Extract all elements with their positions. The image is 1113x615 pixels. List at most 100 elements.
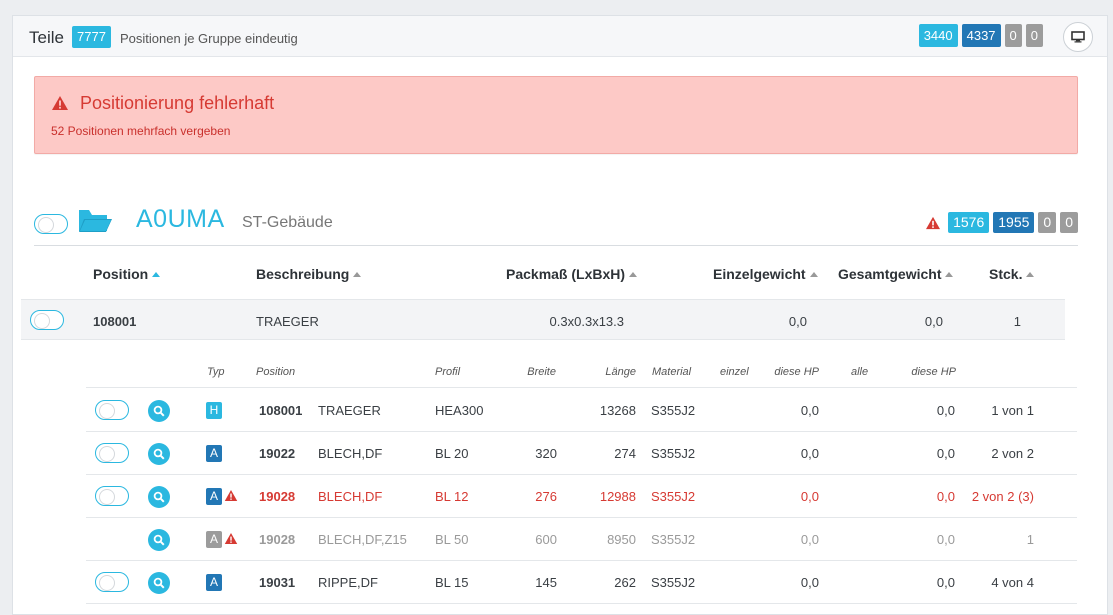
row-toggle[interactable]: [95, 400, 129, 420]
row-einzel: 0,0: [800, 489, 819, 504]
col-header-position[interactable]: Position: [93, 266, 161, 282]
type-badge: A: [206, 574, 222, 591]
summary-row[interactable]: 108001 TRAEGER 0.3x0.3x13.3 0,0 0,0 1: [21, 299, 1065, 340]
sort-icon: [945, 272, 954, 277]
row-laenge: 8950: [607, 532, 636, 547]
panel-subtitle: Positionen je Gruppe eindeutig: [120, 31, 298, 46]
row-material: S355J2: [651, 532, 696, 547]
row-toggle[interactable]: [95, 572, 129, 592]
row-laenge: 13268: [599, 403, 636, 418]
summary-toggle[interactable]: [30, 310, 64, 330]
search-icon: [153, 491, 165, 503]
detail-row[interactable]: H 108001 TRAEGER HEA300 13268 S355J2 0,0 0,0 1 v…: [86, 389, 1077, 432]
row-einzel: 0,0: [800, 532, 819, 547]
subhead-alle: alle: [851, 366, 869, 378]
row-position: 19028: [259, 489, 296, 504]
search-button[interactable]: [148, 486, 170, 508]
row-material: S355J2: [651, 403, 696, 418]
sort-asc-icon: [152, 272, 161, 277]
group-header: A0UMA ST-Gebäude 1576 1955 0 0: [34, 204, 1078, 246]
search-button[interactable]: [148, 400, 170, 422]
warning-icon: [926, 216, 941, 229]
col-header-stck[interactable]: Stck.: [989, 266, 1035, 282]
row-material: S355J2: [651, 446, 696, 461]
row-stck: 1 von 1: [991, 403, 1034, 418]
col-header-packmass[interactable]: Packmaß (LxBxH): [506, 266, 638, 282]
alert-title: Positionierung fehlerhaft: [80, 93, 275, 113]
row-breite: 600: [535, 532, 557, 547]
header-badge-gray-2: 0: [1025, 24, 1043, 47]
group-code[interactable]: A0UMA: [136, 205, 225, 233]
summary-gesamtgewicht: 0,0: [924, 314, 943, 329]
search-icon: [153, 577, 165, 589]
monitor-icon: [1071, 31, 1085, 43]
panel-title: Teile: [29, 28, 64, 47]
sort-icon: [1026, 272, 1035, 277]
subhead-einzel: einzel: [720, 366, 749, 378]
summary-position: 108001: [93, 314, 137, 329]
parts-count-badge: 7777: [72, 26, 111, 48]
col-header-beschreibung-label: Beschreibung: [256, 266, 350, 282]
search-button[interactable]: [148, 572, 170, 594]
header-badges: 3440 4337 0 0: [918, 24, 1043, 47]
alert-text: 52 Positionen mehrfach vergeben: [51, 124, 231, 138]
row-material: S355J2: [651, 489, 696, 504]
row-profil: BL 20: [435, 446, 469, 461]
row-alle: 0,0: [936, 489, 955, 504]
row-position: 19022: [259, 446, 296, 461]
search-button[interactable]: [148, 443, 170, 465]
row-alle: 0,0: [936, 403, 955, 418]
detail-row[interactable]: A 19028 BLECH,DF BL 12 276 12988 S355J2 0,0 0,0 2…: [86, 475, 1077, 518]
row-toggle[interactable]: [95, 443, 129, 463]
group-badge-blue: 1955: [993, 212, 1035, 233]
row-breite: 145: [535, 575, 557, 590]
col-header-einzelgewicht[interactable]: Einzelgewicht: [713, 266, 818, 282]
row-breite: 320: [535, 446, 557, 461]
header-badge-cyan: 3440: [918, 24, 958, 47]
warning-icon: [52, 96, 68, 110]
detail-row[interactable]: A 19031 RIPPE,DF BL 15 145 262 S355J2 0,0 0,0 4 v…: [86, 561, 1077, 604]
search-icon: [153, 405, 165, 417]
summary-stck: 1: [1013, 314, 1021, 329]
row-alle: 0,0: [936, 532, 955, 547]
col-header-packmass-label: Packmaß (LxBxH): [506, 266, 626, 282]
row-name: TRAEGER: [318, 403, 381, 418]
detail-row[interactable]: A 19022 BLECH,DF BL 20 320 274 S355J2 0,0 0,0 2 v…: [86, 432, 1077, 475]
row-breite: 276: [535, 489, 557, 504]
monitor-button[interactable]: [1063, 22, 1093, 52]
row-position: 19031: [259, 575, 296, 590]
error-alert: Positionierung fehlerhaft 52 Positionen …: [34, 76, 1078, 154]
row-material: S355J2: [651, 575, 696, 590]
row-laenge: 274: [614, 446, 636, 461]
warning-icon: [224, 490, 238, 501]
row-name: BLECH,DF,Z15: [318, 532, 407, 547]
subhead-position: Position: [256, 366, 296, 378]
row-name: RIPPE,DF: [318, 575, 378, 590]
group-toggle[interactable]: [34, 214, 68, 234]
type-badge: H: [206, 402, 222, 419]
row-toggle[interactable]: [95, 486, 129, 506]
search-icon: [153, 534, 165, 546]
detail-subheader: [86, 356, 1077, 388]
row-stck: 2 von 2 (3): [971, 489, 1034, 504]
row-profil: BL 12: [435, 489, 469, 504]
row-stck: 2 von 2: [991, 446, 1034, 461]
type-badge: A: [206, 488, 222, 505]
summary-einzelgewicht: 0,0: [788, 314, 807, 329]
row-position: 108001: [259, 403, 303, 418]
header-badge-gray-1: 0: [1004, 24, 1022, 47]
row-stck: 4 von 4: [991, 575, 1034, 590]
sort-icon: [809, 272, 818, 277]
row-name: BLECH,DF: [318, 446, 383, 461]
row-einzel: 0,0: [800, 403, 819, 418]
type-badge: A: [206, 531, 222, 548]
group-name: ST-Gebäude: [242, 214, 333, 231]
detail-row[interactable]: A 19028 BLECH,DF,Z15 BL 50 600 8950 S355J2 0,0 0…: [86, 518, 1077, 561]
col-header-stck-label: Stck.: [989, 266, 1023, 282]
summary-packmass: 0.3x0.3x13.3: [549, 314, 624, 329]
group-badge-gray-2: 0: [1060, 212, 1078, 233]
col-header-beschreibung[interactable]: Beschreibung: [256, 266, 362, 282]
header-badge-blue: 4337: [961, 24, 1001, 47]
col-header-gesamtgewicht[interactable]: Gesamtgewicht: [838, 266, 954, 282]
search-button[interactable]: [148, 529, 170, 551]
